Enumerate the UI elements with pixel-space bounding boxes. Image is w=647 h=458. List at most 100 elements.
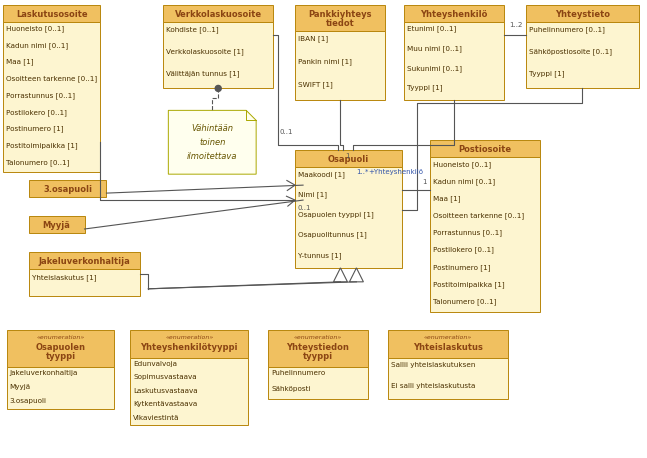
Polygon shape	[168, 110, 256, 174]
Text: Ei salli yhteislaskutusta: Ei salli yhteislaskutusta	[391, 383, 476, 389]
Text: 0..1: 0..1	[279, 129, 292, 135]
Bar	[388, 358, 508, 399]
Text: Kadun nimi [0..1]: Kadun nimi [0..1]	[433, 178, 495, 185]
Text: Osapuoli: Osapuoli	[328, 155, 369, 164]
Text: 0..1: 0..1	[297, 205, 311, 211]
Bar	[28, 180, 107, 197]
Bar	[163, 22, 273, 88]
Text: SWIFT [1]: SWIFT [1]	[298, 82, 333, 88]
Text: Edunvalvoja: Edunvalvoja	[133, 360, 177, 367]
Text: Postiosoite: Postiosoite	[458, 145, 511, 154]
Text: 1..2: 1..2	[510, 22, 523, 27]
Bar	[295, 31, 385, 100]
Text: Jakeluverkonhaltija: Jakeluverkonhaltija	[10, 370, 78, 376]
Text: Puhelinnumero [0..1]: Puhelinnumero [0..1]	[529, 26, 604, 33]
Text: Osoitteen tarkenne [0..1]: Osoitteen tarkenne [0..1]	[6, 75, 97, 82]
Text: Yhteislaskutus: Yhteislaskutus	[413, 343, 483, 352]
Text: Laskutusvastaava: Laskutusvastaava	[133, 388, 198, 394]
Bar	[28, 252, 140, 269]
Text: Kytkentävastaava: Kytkentävastaava	[133, 401, 198, 407]
Text: «enumeration»: «enumeration»	[36, 335, 85, 340]
Bar	[6, 366, 115, 409]
Polygon shape	[349, 268, 364, 282]
Bar	[525, 5, 639, 22]
Text: «enumeration»: «enumeration»	[165, 335, 214, 340]
Text: Postitoimipaikka [1]: Postitoimipaikka [1]	[6, 142, 77, 149]
Text: Kadun nimi [0..1]: Kadun nimi [0..1]	[6, 42, 68, 49]
Text: Pankkiyhteys: Pankkiyhteys	[308, 10, 372, 19]
Bar	[404, 22, 503, 100]
Bar	[430, 157, 540, 312]
Text: Välittäjän tunnus [1]: Välittäjän tunnus [1]	[166, 71, 240, 77]
Text: Y-tunnus [1]: Y-tunnus [1]	[298, 252, 342, 258]
Text: Myyjä: Myyjä	[10, 384, 31, 390]
Text: Tyyppi [1]: Tyyppi [1]	[529, 71, 564, 77]
Text: Talonumero [0..1]: Talonumero [0..1]	[433, 298, 496, 305]
Text: Sukunimi [0..1]: Sukunimi [0..1]	[407, 65, 462, 72]
Text: 3.osapuoli: 3.osapuoli	[43, 185, 92, 194]
Text: Tyyppi [1]: Tyyppi [1]	[407, 85, 443, 92]
Bar	[6, 330, 115, 366]
Text: Yhteyshenkilötyyppi: Yhteyshenkilötyyppi	[140, 343, 238, 352]
Bar	[163, 5, 273, 22]
Text: Sopimusvastaava: Sopimusvastaava	[133, 374, 197, 380]
Text: Vikaviestintä: Vikaviestintä	[133, 415, 180, 421]
Text: Yhteislaskutus [1]: Yhteislaskutus [1]	[32, 274, 96, 281]
Text: 1: 1	[422, 179, 426, 185]
Text: Sallii yhteislaskutuksen: Sallii yhteislaskutuksen	[391, 362, 476, 368]
Circle shape	[215, 86, 221, 92]
Bar	[525, 22, 639, 88]
Bar	[268, 366, 368, 399]
Text: Vähintään: Vähintään	[192, 124, 233, 133]
Bar	[295, 167, 402, 268]
Bar	[28, 216, 85, 233]
Text: Myyjä: Myyjä	[43, 221, 71, 230]
Bar	[3, 5, 100, 22]
Text: 1..*: 1..*	[356, 169, 369, 175]
Bar	[404, 5, 503, 22]
Text: Maakoodi [1]: Maakoodi [1]	[298, 171, 345, 178]
Text: Osapuolen tyyppi [1]: Osapuolen tyyppi [1]	[298, 212, 374, 218]
Text: 3.osapuoli: 3.osapuoli	[10, 398, 47, 404]
Bar	[131, 358, 248, 425]
Bar	[430, 140, 540, 157]
Polygon shape	[333, 268, 347, 282]
Bar	[3, 22, 100, 172]
Text: 1: 1	[345, 153, 350, 159]
Text: toinen: toinen	[199, 138, 225, 147]
Bar	[388, 330, 508, 358]
Text: Postilokero [0..1]: Postilokero [0..1]	[6, 109, 67, 115]
Text: Etunimi [0..1]: Etunimi [0..1]	[407, 26, 456, 33]
Text: Yhteystiedon: Yhteystiedon	[287, 343, 349, 352]
Text: tyyppi: tyyppi	[303, 352, 333, 360]
Bar	[28, 269, 140, 296]
Text: tiedot: tiedot	[325, 19, 355, 27]
Text: Sähköposti: Sähköposti	[271, 387, 311, 393]
Text: IBAN [1]: IBAN [1]	[298, 35, 328, 42]
Text: Yhteystieto: Yhteystieto	[555, 10, 610, 19]
Bar	[268, 330, 368, 366]
Text: Osoitteen tarkenne [0..1]: Osoitteen tarkenne [0..1]	[433, 213, 524, 219]
Text: Porrastunnus [0..1]: Porrastunnus [0..1]	[433, 229, 502, 236]
Text: +Yhteyshenkilö: +Yhteyshenkilö	[368, 169, 423, 175]
Text: «enumeration»: «enumeration»	[294, 335, 342, 340]
Text: Osapuolitunnus [1]: Osapuolitunnus [1]	[298, 232, 367, 238]
Bar	[131, 330, 248, 358]
Text: Maa [1]: Maa [1]	[6, 59, 33, 65]
Text: Yhteyshenkilö: Yhteyshenkilö	[420, 10, 487, 19]
Text: Postinumero [1]: Postinumero [1]	[433, 264, 490, 271]
Text: Maa [1]: Maa [1]	[433, 195, 460, 202]
Text: Osapuolen: Osapuolen	[36, 343, 85, 352]
Bar	[295, 5, 385, 31]
Text: Kohdiste [0..1]: Kohdiste [0..1]	[166, 26, 219, 33]
Text: tyyppi: tyyppi	[45, 352, 76, 360]
Text: Pankin nimi [1]: Pankin nimi [1]	[298, 58, 352, 65]
Text: ilmoitettava: ilmoitettava	[187, 152, 237, 161]
Text: Postilokero [0..1]: Postilokero [0..1]	[433, 247, 494, 253]
Text: Puhelinnumero: Puhelinnumero	[271, 370, 325, 376]
Text: Porrastunnus [0..1]: Porrastunnus [0..1]	[6, 92, 74, 99]
Text: Nimi [1]: Nimi [1]	[298, 191, 327, 198]
Text: Talonumero [0..1]: Talonumero [0..1]	[6, 159, 69, 166]
Bar	[295, 150, 402, 167]
Text: Muu nimi [0..1]: Muu nimi [0..1]	[407, 45, 462, 52]
